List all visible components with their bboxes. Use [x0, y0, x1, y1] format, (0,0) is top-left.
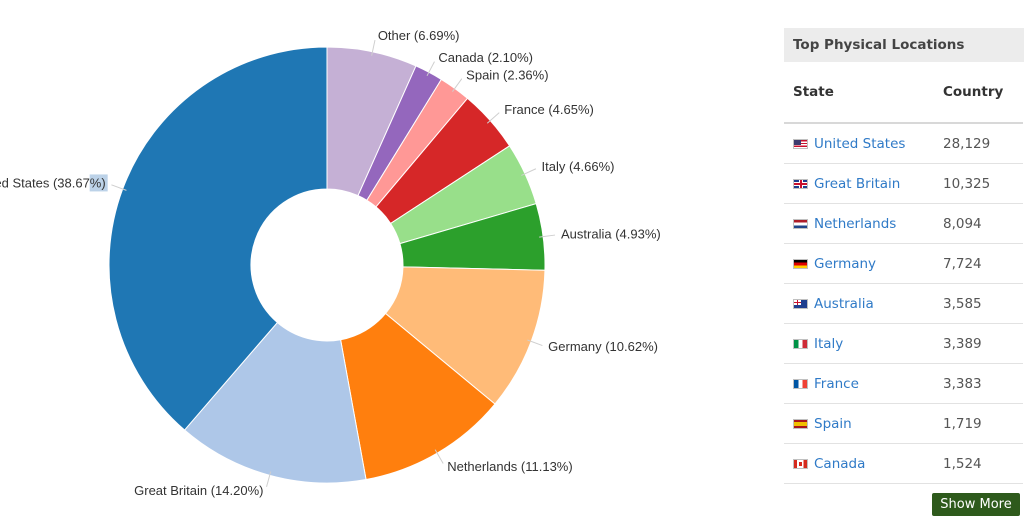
leader-line-0 [371, 39, 376, 56]
location-link-netherlands[interactable]: Netherlands [814, 215, 897, 232]
top-locations-panel: Top Physical Locations State Country Uni… [784, 28, 1024, 484]
table-row: United States 28,129 [784, 123, 1023, 164]
label-highlight [89, 174, 108, 192]
slice-label-7: Netherlands (11.13%) [447, 459, 573, 474]
table-row: Italy 3,389 [784, 323, 1023, 364]
leader-line-8 [266, 471, 272, 488]
table-row: Netherlands 8,094 [784, 203, 1023, 244]
column-header-state: State [784, 62, 943, 124]
slice-7[interactable] [340, 312, 496, 481]
slice-label-8: Great Britain (14.20%) [134, 483, 263, 498]
ca-flag-icon [793, 458, 808, 469]
table-row: Canada 1,524 [784, 443, 1023, 484]
leader-line-1 [426, 61, 435, 77]
location-count: 7,724 [943, 243, 1023, 284]
location-link-germany[interactable]: Germany [814, 255, 877, 272]
slice-label-5: Australia (4.93%) [561, 227, 661, 242]
leader-line-2 [452, 78, 463, 92]
location-link-australia[interactable]: Australia [814, 295, 874, 312]
au-flag-icon [793, 298, 808, 309]
gb-flag-icon [793, 178, 808, 189]
location-link-italy[interactable]: Italy [814, 335, 844, 352]
slice-label-9: United States (38.67%) [0, 175, 106, 190]
location-count: 1,524 [943, 443, 1023, 484]
donut-chart: Other (6.69%) Canada (2.10%) Spain (2.36%)… [0, 28, 661, 498]
slice-label-0: Other (6.69%) [378, 28, 460, 43]
leader-line-7 [434, 449, 444, 464]
slice-label-6: Germany (10.62%) [548, 339, 658, 354]
table-row: France 3,383 [784, 363, 1023, 404]
location-link-canada[interactable]: Canada [814, 455, 866, 472]
slice-label-1: Canada (2.10%) [438, 50, 533, 65]
leader-line-5 [539, 234, 556, 238]
location-link-great-britain[interactable]: Great Britain [814, 175, 901, 192]
donut-chart-svg: Other (6.69%) Canada (2.10%) Spain (2.36%)… [0, 28, 661, 498]
table-row: Australia 3,585 [784, 283, 1023, 324]
leader-line-9 [111, 184, 127, 191]
location-count: 28,129 [943, 123, 1023, 164]
slice-label-4: Italy (4.66%) [542, 159, 615, 174]
location-count: 3,383 [943, 363, 1023, 404]
leader-line-4 [521, 168, 537, 176]
location-count: 8,094 [943, 203, 1023, 244]
location-count: 10,325 [943, 163, 1023, 204]
location-link-united-states[interactable]: United States [814, 135, 906, 152]
slice-label-2: Spain (2.36%) [466, 67, 548, 82]
slice-6[interactable] [384, 266, 546, 405]
location-link-spain[interactable]: Spain [814, 415, 852, 432]
show-more-button[interactable]: Show More [932, 493, 1020, 516]
location-count: 3,585 [943, 283, 1023, 324]
location-count: 1,719 [943, 403, 1023, 444]
panel-title: Top Physical Locations [784, 28, 1024, 62]
locations-table: State Country United States 28,129 Great… [784, 62, 1023, 484]
it-flag-icon [793, 338, 808, 349]
column-header-country: Country [943, 62, 1023, 124]
location-count: 3,389 [943, 323, 1023, 364]
es-flag-icon [793, 418, 808, 429]
slice-label-3: France (4.65%) [504, 102, 594, 117]
table-row: Spain 1,719 [784, 403, 1023, 444]
de-flag-icon [793, 258, 808, 269]
location-link-france[interactable]: France [814, 375, 859, 392]
table-row: Germany 7,724 [784, 243, 1023, 284]
nl-flag-icon [793, 218, 808, 229]
slice-9[interactable] [108, 46, 328, 431]
table-row: Great Britain 10,325 [784, 163, 1023, 204]
us-flag-icon [793, 138, 808, 149]
leader-line-6 [527, 339, 543, 347]
slice-8[interactable] [183, 321, 367, 484]
table-header-row: State Country [784, 62, 1023, 124]
fr-flag-icon [793, 378, 808, 389]
leader-line-3 [486, 112, 500, 124]
